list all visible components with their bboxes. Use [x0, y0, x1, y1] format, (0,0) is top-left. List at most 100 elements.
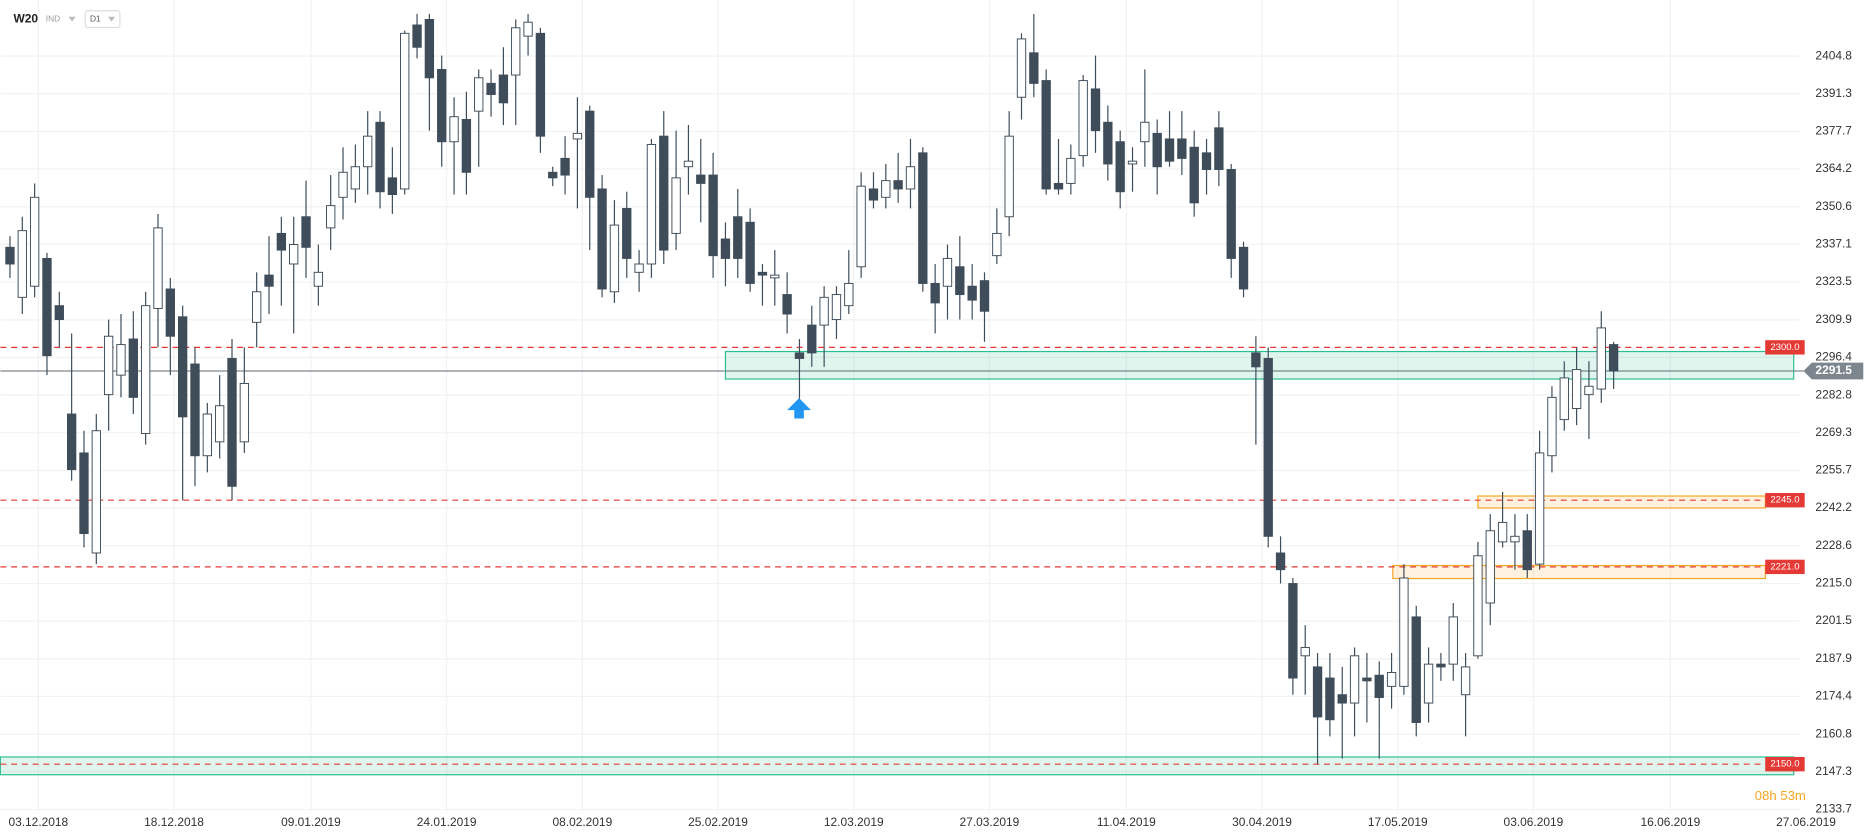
candle-body: [1214, 127, 1224, 170]
candle-body: [474, 77, 484, 112]
y-tick-label: 2201.5: [1815, 613, 1852, 627]
candle-body: [486, 82, 496, 95]
y-tick-label: 2282.8: [1815, 387, 1852, 401]
candle-body: [905, 166, 916, 190]
candle-body: [276, 232, 287, 251]
candle-body: [103, 335, 114, 396]
candle-body: [350, 166, 361, 190]
candle-body: [708, 174, 718, 257]
candle-body: [289, 244, 299, 265]
candle-body: [1115, 141, 1125, 193]
level-label: 2300.0: [1770, 342, 1799, 353]
candle-body: [301, 216, 311, 248]
x-tick-label: 12.03.2019: [824, 815, 884, 829]
candle-body: [1362, 677, 1372, 682]
candle-body: [1189, 146, 1199, 204]
dropdown-icon[interactable]: [68, 16, 76, 22]
candle-body: [1300, 646, 1310, 657]
timeframe-box[interactable]: [84, 10, 121, 29]
candle-body: [831, 294, 842, 321]
candle-body: [683, 160, 694, 168]
candle-body: [745, 221, 755, 284]
candle-body: [375, 121, 385, 193]
candle-body: [1312, 666, 1323, 718]
y-tick-label: 2296.4: [1815, 350, 1852, 364]
candle-body: [326, 205, 336, 229]
candle-body: [634, 263, 644, 273]
market[interactable]: IND: [46, 13, 60, 23]
candle-body: [1559, 377, 1569, 421]
candle-body: [1571, 369, 1582, 409]
signal-arrow: [787, 398, 812, 419]
last-price-tag: [1803, 362, 1864, 380]
candle-body: [955, 266, 965, 296]
candle-body: [1510, 535, 1520, 543]
candle-body: [1473, 555, 1483, 657]
candle-body: [1485, 530, 1495, 604]
candle-body: [770, 274, 780, 279]
candle-body: [696, 174, 706, 184]
candle-body: [1522, 530, 1532, 571]
candle-body: [1349, 655, 1360, 704]
candle-body: [1288, 583, 1298, 679]
level-tag: [1765, 493, 1805, 508]
candle-body: [572, 132, 583, 140]
x-tick-label: 17.05.2019: [1368, 815, 1428, 829]
candle-body: [140, 305, 151, 434]
y-tick-label: 2242.2: [1815, 500, 1852, 514]
candle-body: [1004, 135, 1014, 218]
level-label: 2150.0: [1770, 759, 1799, 770]
candle-body: [1337, 694, 1347, 704]
candle-body: [585, 110, 595, 198]
candle-body: [918, 152, 928, 284]
candle-body: [1226, 169, 1236, 259]
level-label: 2221.0: [1770, 561, 1799, 572]
candle-body: [1053, 182, 1064, 190]
candle-body: [1386, 671, 1397, 687]
candle-body: [128, 338, 138, 398]
candle-body: [979, 280, 990, 312]
candles: [5, 13, 1619, 765]
y-tick-label: 2323.5: [1815, 274, 1852, 288]
y-tick-label: 2255.7: [1815, 463, 1852, 477]
candle-body: [239, 383, 250, 443]
candle-body: [252, 291, 262, 323]
candle-body: [1164, 138, 1175, 162]
dropdown-icon[interactable]: [107, 16, 116, 22]
y-tick-label: 2404.8: [1815, 48, 1852, 62]
candle-body: [66, 413, 77, 471]
axes: 2404.8 2391.3 2377.7 2364.2 2350.6 2337.1 2323…: [8, 48, 1864, 829]
candle-body: [807, 324, 817, 354]
candle-body: [856, 185, 866, 268]
y-tick-label: 2147.3: [1815, 764, 1852, 778]
level-tag: [1765, 340, 1805, 355]
timeframe[interactable]: D1: [90, 13, 101, 23]
candle-body: [1325, 677, 1335, 721]
candle-body: [511, 27, 521, 76]
candle-body: [178, 316, 188, 418]
y-tick-label: 2350.6: [1815, 199, 1852, 213]
x-tick-label: 09.01.2019: [281, 815, 341, 829]
x-tick-label: 24.01.2019: [417, 815, 477, 829]
toolbar: W20 IND D1: [13, 10, 121, 29]
candle-body: [424, 18, 435, 79]
candle-body: [202, 413, 213, 457]
x-tick-label: 03.06.2019: [1504, 815, 1564, 829]
candle-body: [733, 216, 743, 259]
y-tick-label: 2174.4: [1815, 689, 1852, 703]
candle-body: [659, 135, 669, 251]
candle-body: [412, 24, 422, 48]
level-tag: [1765, 757, 1805, 772]
y-tick-label: 2364.2: [1815, 161, 1852, 175]
y-tick-label: 2309.9: [1815, 312, 1852, 326]
candle-body: [5, 246, 15, 265]
candle-body: [1460, 666, 1471, 696]
countdown: 08h 53m: [1755, 788, 1806, 803]
candle-body: [1177, 138, 1187, 159]
zone: [0, 756, 1795, 776]
y-tick-label: 2337.1: [1815, 236, 1852, 250]
candle-body: [338, 171, 348, 198]
x-tick-label: 27.06.2019: [1776, 815, 1836, 829]
candle-body: [1448, 616, 1458, 665]
